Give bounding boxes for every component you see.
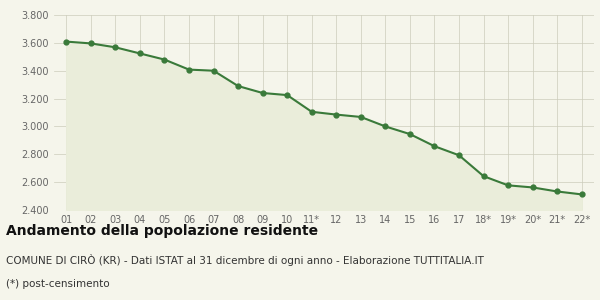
Text: Andamento della popolazione residente: Andamento della popolazione residente bbox=[6, 224, 318, 238]
Text: (*) post-censimento: (*) post-censimento bbox=[6, 279, 110, 289]
Text: COMUNE DI CIRÒ (KR) - Dati ISTAT al 31 dicembre di ogni anno - Elaborazione TUTT: COMUNE DI CIRÒ (KR) - Dati ISTAT al 31 d… bbox=[6, 254, 484, 266]
